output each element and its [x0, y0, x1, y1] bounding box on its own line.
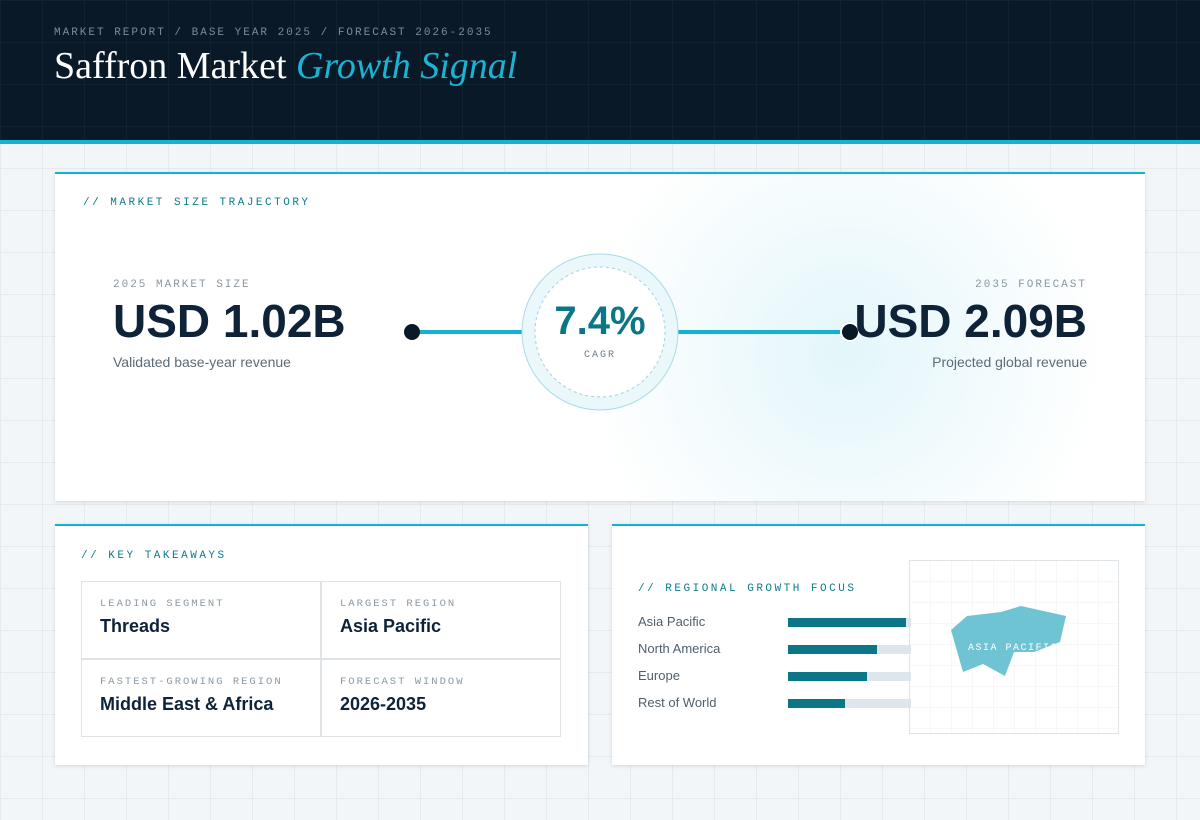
bar-track — [788, 645, 911, 654]
takeaway-value: Middle East & Africa — [100, 694, 274, 714]
region-row: Rest of World — [638, 695, 918, 713]
title: Saffron Market Growth Signal — [54, 44, 517, 88]
start-value: USD 1.02B — [113, 295, 346, 347]
region-name: Asia Pacific — [638, 614, 706, 629]
bar-track — [788, 699, 911, 708]
section-heading: // KEY TAKEAWAYS — [81, 550, 227, 562]
title-accent: Growth Signal — [296, 45, 518, 87]
end-value: USD 2.09B — [854, 295, 1087, 347]
region-row: Europe — [638, 668, 918, 686]
bar — [788, 645, 877, 654]
takeaway-cell: LARGEST REGION Asia Pacific — [321, 581, 561, 659]
cagr-label: CAGR — [583, 350, 616, 361]
region-name: Rest of World — [638, 695, 717, 710]
bar — [788, 672, 867, 681]
start-label: 2025 MARKET SIZE — [113, 279, 251, 291]
region-map: ASIA PACIFIC — [909, 560, 1119, 734]
takeaway-value: 2026-2035 — [340, 694, 427, 714]
takeaway-cell: FORECAST WINDOW 2026-2035 — [321, 659, 561, 737]
cagr-value: 7.4% — [554, 299, 646, 343]
region-name: Europe — [638, 668, 680, 683]
region-name: North America — [638, 641, 721, 656]
trajectory-card: // MARKET SIZE TRAJECTORY 2025 MARKET SI… — [55, 172, 1145, 501]
header: MARKET REPORT / BASE YEAR 2025 / FORECAS… — [0, 0, 1200, 144]
takeaway-label: LEADING SEGMENT — [100, 598, 225, 610]
end-label: 2035 FORECAST — [975, 279, 1087, 291]
section-heading: // MARKET SIZE TRAJECTORY — [83, 197, 311, 209]
takeaways-card: // KEY TAKEAWAYS LEADING SEGMENT Threads L… — [55, 524, 588, 765]
takeaway-label: FORECAST WINDOW — [340, 676, 465, 688]
bar — [788, 699, 845, 708]
map-label: ASIA PACIFIC — [968, 643, 1058, 654]
end-caption: Projected global revenue — [932, 354, 1087, 370]
trajectory-line — [404, 253, 860, 411]
takeaway-cell: LEADING SEGMENT Threads — [81, 581, 321, 659]
bar-track — [788, 672, 911, 681]
region-row: Asia Pacific — [638, 614, 918, 632]
kicker: MARKET REPORT / BASE YEAR 2025 / FORECAS… — [54, 27, 493, 39]
region-row: North America — [638, 641, 918, 659]
bar — [788, 618, 907, 627]
takeaway-cell: FASTEST-GROWING REGION Middle East & Afri… — [81, 659, 321, 737]
section-heading: // REGIONAL GROWTH FOCUS — [638, 583, 857, 595]
takeaway-label: FASTEST-GROWING REGION — [100, 676, 283, 688]
bar-track — [788, 618, 911, 627]
takeaway-value: Threads — [100, 616, 171, 636]
regional-card: // REGIONAL GROWTH FOCUS Asia Pacific Nor… — [612, 524, 1145, 765]
takeaway-label: LARGEST REGION — [340, 598, 457, 610]
takeaway-value: Asia Pacific — [340, 616, 442, 636]
start-caption: Validated base-year revenue — [113, 354, 291, 370]
title-main: Saffron Market — [54, 45, 287, 87]
